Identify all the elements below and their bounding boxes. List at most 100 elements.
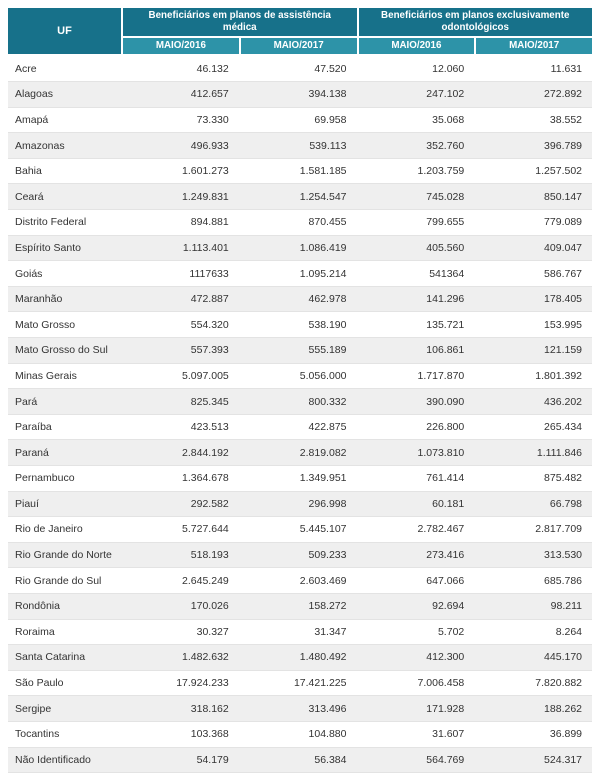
table-row: Rio Grande do Sul 2.645.249 2.603.469 647.0…	[8, 568, 593, 594]
value-cell: 1.257.502	[474, 158, 593, 185]
value-cell: 313.496	[238, 696, 357, 722]
value-cell: 761.414	[356, 466, 475, 492]
uf-cell: São Paulo	[8, 670, 121, 697]
value-cell: 69.958	[238, 107, 357, 134]
value-cell: 35.068	[356, 107, 475, 134]
uf-cell: Espírito Santo	[8, 235, 121, 262]
value-cell: 5.097.005	[121, 363, 239, 390]
value-cell: 1.717.870	[356, 363, 475, 390]
value-cell: 825.345	[121, 389, 239, 415]
value-cell: 396.789	[474, 133, 593, 159]
uf-cell: Tocantins	[8, 721, 121, 748]
value-cell: 745.028	[356, 184, 475, 211]
uf-cell: Bahia	[8, 158, 121, 185]
value-cell: 445.170	[474, 645, 593, 671]
uf-cell: Roraima	[8, 619, 121, 646]
table-row: Espírito Santo 1.113.401 1.086.419 405.560 4…	[8, 235, 593, 262]
value-cell: 799.655	[356, 210, 475, 236]
value-cell: 509.233	[238, 542, 357, 569]
value-cell: 103.368	[121, 721, 239, 748]
value-cell: 31.607	[356, 721, 475, 748]
uf-cell: Não Identificado	[8, 747, 121, 774]
uf-column-header: UF	[8, 8, 121, 57]
value-cell: 171.928	[356, 696, 475, 722]
table-row: Goiás 1117633 1.095.214 541364 586.767	[8, 261, 593, 287]
value-cell: 875.482	[474, 466, 593, 492]
uf-cell: Distrito Federal	[8, 210, 121, 236]
value-cell: 7.820.882	[474, 670, 593, 697]
value-cell: 226.800	[356, 414, 475, 441]
value-cell: 409.047	[474, 235, 593, 262]
uf-cell: Alagoas	[8, 82, 121, 108]
uf-cell: Mato Grosso	[8, 312, 121, 339]
table-row: Não Identificado 54.179 56.384 564.769 524.3…	[8, 747, 593, 774]
value-cell: 2.817.709	[474, 517, 593, 543]
value-cell: 92.694	[356, 593, 475, 620]
value-cell: 38.552	[474, 107, 593, 134]
value-cell: 1.113.401	[121, 235, 239, 262]
value-cell: 73.330	[121, 107, 239, 134]
value-cell: 1.482.632	[121, 645, 239, 671]
table-row: Distrito Federal 894.881 870.455 799.655 779…	[8, 210, 593, 236]
group-header-dental-plans: Beneficiários em planos exclusivamente o…	[356, 8, 593, 38]
beneficiaries-table: UF Beneficiários em planos de assistênci…	[8, 8, 593, 774]
table-row: Amazonas 496.933 539.113 352.760 396.789	[8, 133, 593, 159]
uf-cell: Amapá	[8, 107, 121, 134]
value-cell: 1.581.185	[238, 158, 357, 185]
value-cell: 30.327	[121, 619, 239, 646]
uf-cell: Piauí	[8, 491, 121, 518]
value-cell: 685.786	[474, 568, 593, 594]
table-row: São Paulo 17.924.233 17.421.225 7.006.458 7.…	[8, 670, 593, 697]
value-cell: 541364	[356, 261, 475, 287]
value-cell: 412.300	[356, 645, 475, 671]
value-cell: 153.995	[474, 312, 593, 339]
value-cell: 586.767	[474, 261, 593, 287]
value-cell: 296.998	[238, 491, 357, 518]
value-cell: 555.189	[238, 338, 357, 364]
uf-cell: Ceará	[8, 184, 121, 211]
value-cell: 17.421.225	[238, 670, 357, 697]
table-row: Maranhão 472.887 462.978 141.296 178.405	[8, 286, 593, 313]
table-row: Paraíba 423.513 422.875 226.800 265.434	[8, 414, 593, 441]
value-cell: 141.296	[356, 286, 475, 313]
table-row: Alagoas 412.657 394.138 247.102 272.892	[8, 82, 593, 108]
value-cell: 265.434	[474, 414, 593, 441]
uf-cell: Santa Catarina	[8, 645, 121, 671]
value-cell: 894.881	[121, 210, 239, 236]
value-cell: 318.162	[121, 696, 239, 722]
uf-cell: Mato Grosso do Sul	[8, 338, 121, 364]
value-cell: 405.560	[356, 235, 475, 262]
value-cell: 524.317	[474, 747, 593, 774]
value-cell: 1.254.547	[238, 184, 357, 211]
value-cell: 273.416	[356, 542, 475, 569]
uf-cell: Paraíba	[8, 414, 121, 441]
value-cell: 106.861	[356, 338, 475, 364]
value-cell: 352.760	[356, 133, 475, 159]
value-cell: 104.880	[238, 721, 357, 748]
uf-cell: Rio Grande do Norte	[8, 542, 121, 569]
uf-cell: Rio Grande do Sul	[8, 568, 121, 594]
sub-header-row: MAIO/2016 MAIO/2017 MAIO/2016 MAIO/2017	[8, 37, 593, 57]
uf-cell: Pernambuco	[8, 466, 121, 492]
value-cell: 423.513	[121, 414, 239, 441]
table-row: Pará 825.345 800.332 390.090 436.202	[8, 389, 593, 415]
table-row: Mato Grosso 554.320 538.190 135.721 153.995	[8, 312, 593, 339]
table-row: Amapá 73.330 69.958 35.068 38.552	[8, 107, 593, 134]
value-cell: 1.801.392	[474, 363, 593, 390]
value-cell: 178.405	[474, 286, 593, 313]
value-cell: 412.657	[121, 82, 239, 108]
table-row: Mato Grosso do Sul 557.393 555.189 106.861 1…	[8, 338, 593, 364]
uf-cell: Minas Gerais	[8, 363, 121, 390]
value-cell: 422.875	[238, 414, 357, 441]
uf-cell: Goiás	[8, 261, 121, 287]
value-cell: 496.933	[121, 133, 239, 159]
value-cell: 46.132	[121, 56, 239, 83]
value-cell: 870.455	[238, 210, 357, 236]
value-cell: 66.798	[474, 491, 593, 518]
value-cell: 539.113	[238, 133, 357, 159]
uf-cell: Rondônia	[8, 593, 121, 620]
value-cell: 121.159	[474, 338, 593, 364]
table-row: Rio de Janeiro 5.727.644 5.445.107 2.782.46…	[8, 517, 593, 543]
uf-cell: Pará	[8, 389, 121, 415]
table-header: UF Beneficiários em planos de assistênci…	[8, 8, 593, 57]
